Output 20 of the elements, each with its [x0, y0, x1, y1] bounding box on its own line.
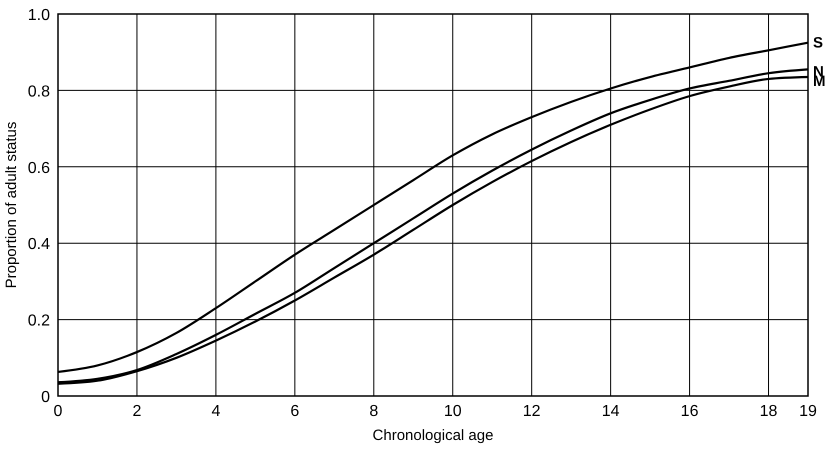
y-tick-label: 1.0: [28, 7, 50, 24]
y-tick-label: 0.6: [28, 160, 50, 177]
x-tick-label: 2: [132, 403, 142, 420]
x-tick-label: 18: [760, 403, 778, 420]
x-tick-label: 0: [54, 403, 63, 420]
x-tick-label: 6: [290, 403, 300, 420]
x-tick-label: 8: [369, 403, 378, 420]
x-tick-label: 16: [680, 403, 699, 420]
x-tick-label: 14: [602, 403, 620, 420]
x-tick-label: 4: [211, 403, 220, 420]
y-axis-title: Proportion of adult status: [3, 122, 20, 288]
y-tick-label: 0: [41, 389, 50, 406]
y-tick-label: 0.8: [28, 83, 50, 100]
series-label: S: [813, 34, 824, 52]
x-tick-label: 12: [522, 403, 541, 420]
x-tick-label: 19: [799, 403, 817, 420]
y-tick-label: 0.4: [28, 236, 50, 254]
x-axis-title: Chronological age: [372, 427, 494, 444]
x-tick-label: 10: [444, 403, 462, 420]
y-tick-label: 0.2: [28, 312, 50, 330]
